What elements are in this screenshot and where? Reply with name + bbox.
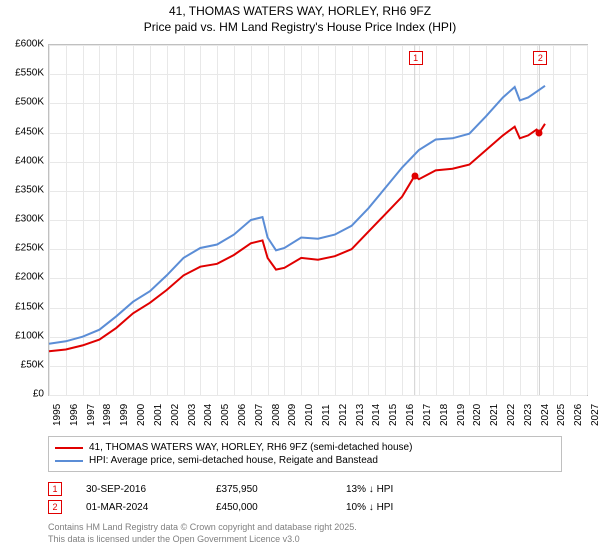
xtick-label: 2001	[153, 404, 164, 426]
xtick-label: 2017	[422, 404, 433, 426]
sale-dot	[536, 129, 543, 136]
xtick-label: 1996	[69, 404, 80, 426]
legend-item: HPI: Average price, semi-detached house,…	[55, 454, 555, 467]
chart-container: 41, THOMAS WATERS WAY, HORLEY, RH6 9FZ P…	[0, 0, 600, 560]
xtick-label: 2021	[489, 404, 500, 426]
sales-diff: 10% ↓ HPI	[346, 502, 466, 513]
ytick-label: £300K	[15, 214, 44, 225]
legend-swatch	[55, 447, 83, 449]
legend: 41, THOMAS WATERS WAY, HORLEY, RH6 9FZ (…	[48, 436, 562, 472]
ytick-label: £200K	[15, 272, 44, 283]
footer-attribution: Contains HM Land Registry data © Crown c…	[48, 522, 357, 545]
xtick-label: 2020	[472, 404, 483, 426]
legend-label: 41, THOMAS WATERS WAY, HORLEY, RH6 9FZ (…	[89, 442, 412, 453]
xtick-label: 2026	[573, 404, 584, 426]
sales-date: 01-MAR-2024	[86, 502, 216, 513]
series-price_paid	[49, 124, 545, 351]
xtick-label: 2023	[523, 404, 534, 426]
xtick-label: 2012	[338, 404, 349, 426]
legend-swatch	[55, 460, 83, 462]
ytick-label: £450K	[15, 126, 44, 137]
xtick-label: 2011	[321, 404, 332, 426]
xtick-label: 2022	[506, 404, 517, 426]
sales-table: 1 30-SEP-2016£375,95013% ↓ HPI 2 01-MAR-202…	[48, 480, 466, 516]
xtick-label: 2014	[371, 404, 382, 426]
xtick-label: 2027	[590, 404, 600, 426]
ytick-label: £50K	[21, 359, 44, 370]
sale-dot	[411, 172, 418, 179]
footer-line-2: This data is licensed under the Open Gov…	[48, 534, 357, 546]
title-line-2: Price paid vs. HM Land Registry's House …	[0, 20, 600, 36]
sales-price: £450,000	[216, 502, 346, 513]
xtick-label: 1995	[52, 404, 63, 426]
sale-marker-box: 1	[409, 51, 423, 65]
ytick-label: £250K	[15, 243, 44, 254]
xtick-label: 2002	[170, 404, 181, 426]
sales-row-index: 2	[48, 500, 62, 514]
ytick-label: £500K	[15, 97, 44, 108]
sales-diff: 13% ↓ HPI	[346, 484, 466, 495]
xtick-label: 1997	[86, 404, 97, 426]
plot-area: 12	[48, 44, 588, 396]
sale-marker-box: 2	[533, 51, 547, 65]
xtick-label: 2008	[271, 404, 282, 426]
line-series-svg	[49, 45, 587, 395]
xtick-label: 2018	[439, 404, 450, 426]
footer-line-1: Contains HM Land Registry data © Crown c…	[48, 522, 357, 534]
legend-label: HPI: Average price, semi-detached house,…	[89, 455, 378, 466]
sales-row: 1 30-SEP-2016£375,95013% ↓ HPI	[48, 480, 466, 498]
sales-price: £375,950	[216, 484, 346, 495]
xtick-label: 2004	[203, 404, 214, 426]
ytick-label: £150K	[15, 301, 44, 312]
sales-row-index: 1	[48, 482, 62, 496]
sales-date: 30-SEP-2016	[86, 484, 216, 495]
xtick-label: 2009	[287, 404, 298, 426]
xtick-label: 2000	[136, 404, 147, 426]
ytick-label: £100K	[15, 330, 44, 341]
xtick-label: 2007	[254, 404, 265, 426]
xtick-label: 2013	[355, 404, 366, 426]
xtick-label: 2006	[237, 404, 248, 426]
xtick-label: 2003	[187, 404, 198, 426]
title-line-1: 41, THOMAS WATERS WAY, HORLEY, RH6 9FZ	[0, 4, 600, 20]
xtick-label: 1998	[102, 404, 113, 426]
xtick-label: 2005	[220, 404, 231, 426]
ytick-label: £400K	[15, 155, 44, 166]
xtick-label: 2015	[388, 404, 399, 426]
sales-row: 2 01-MAR-2024£450,00010% ↓ HPI	[48, 498, 466, 516]
chart-title: 41, THOMAS WATERS WAY, HORLEY, RH6 9FZ P…	[0, 0, 600, 35]
xtick-label: 2016	[405, 404, 416, 426]
ytick-label: £600K	[15, 39, 44, 50]
ytick-label: £0	[33, 389, 44, 400]
xtick-label: 2010	[304, 404, 315, 426]
legend-item: 41, THOMAS WATERS WAY, HORLEY, RH6 9FZ (…	[55, 441, 555, 454]
ytick-label: £350K	[15, 184, 44, 195]
xtick-label: 2024	[540, 404, 551, 426]
ytick-label: £550K	[15, 68, 44, 79]
xtick-label: 1999	[119, 404, 130, 426]
xtick-label: 2019	[456, 404, 467, 426]
xtick-label: 2025	[556, 404, 567, 426]
series-hpi	[49, 86, 545, 344]
